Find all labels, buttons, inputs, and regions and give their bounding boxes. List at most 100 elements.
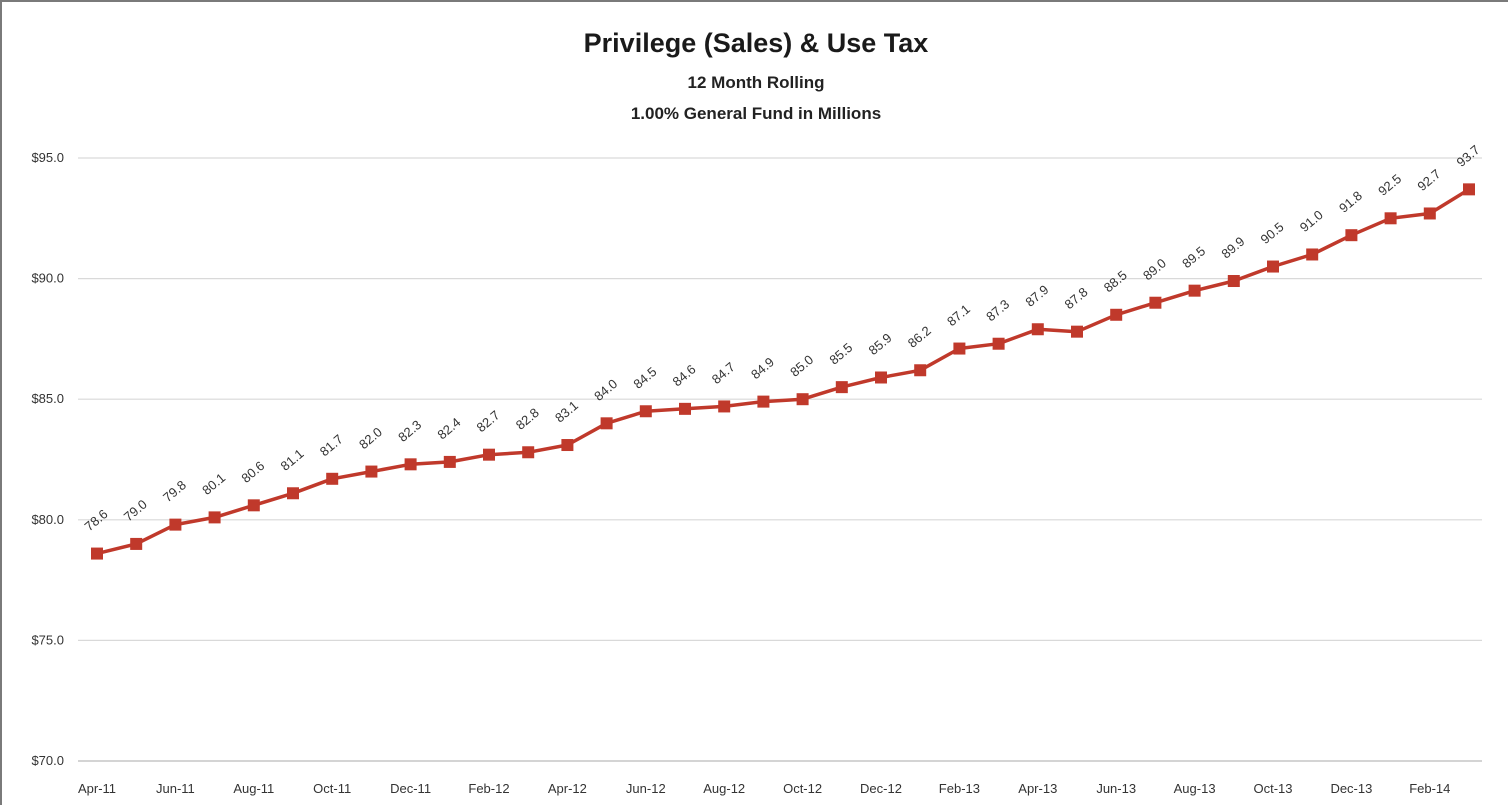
chart-subtitle: 12 Month Rolling: [687, 73, 825, 92]
data-label: 89.9: [1218, 234, 1247, 262]
series-line: [96, 187, 1470, 556]
x-axis-ticks: Apr-11 Jun-11 Aug-11 Oct-11 Dec-11 Feb-12 Apr-…: [78, 781, 1450, 796]
data-point-marker: [91, 547, 103, 560]
data-point-marker: [1110, 308, 1123, 321]
series-markers: [91, 183, 1475, 560]
data-point-marker: [287, 487, 299, 500]
data-point-marker: [1345, 229, 1358, 242]
chart-title: Privilege (Sales) & Use Tax: [583, 28, 929, 58]
data-point-marker: [718, 400, 731, 413]
data-label: 84.5: [630, 364, 659, 392]
data-label: 82.3: [395, 417, 424, 445]
data-label: 84.7: [709, 359, 738, 387]
x-tick-label: Aug-12: [703, 781, 745, 796]
data-label: 93.7: [1454, 142, 1483, 170]
data-point-marker: [757, 395, 770, 408]
data-label: 82.8: [513, 405, 542, 433]
data-point-marker: [953, 342, 966, 355]
x-tick-label: Jun-12: [626, 781, 666, 796]
data-point-marker: [600, 417, 613, 430]
x-tick-label: Jun-13: [1096, 781, 1136, 796]
data-point-marker: [1306, 248, 1319, 261]
data-label: 81.7: [317, 431, 346, 459]
data-label: 85.9: [866, 330, 895, 358]
data-point-marker: [169, 518, 182, 531]
y-tick-label: $80.0: [31, 512, 64, 527]
y-tick-label: $85.0: [31, 391, 64, 406]
data-label: 81.1: [278, 446, 307, 474]
x-tick-label: Oct-13: [1253, 781, 1292, 796]
gridlines: [78, 157, 1482, 762]
y-tick-label: $95.0: [31, 150, 64, 165]
x-tick-label: Apr-11: [78, 781, 116, 796]
y-axis-ticks: $70.0 $75.0 $80.0 $85.0 $90.0 $95.0: [31, 150, 64, 768]
data-point-marker: [443, 455, 456, 468]
data-point-marker: [1267, 260, 1279, 273]
data-labels: 78.6 79.079.8 80.1 80.6 81.181.7 82.0 82.3 82.4…: [82, 142, 1483, 534]
data-point-marker: [1463, 183, 1475, 196]
x-tick-label: Feb-14: [1409, 781, 1450, 796]
data-point-marker: [404, 458, 417, 471]
x-tick-label: Dec-12: [860, 781, 902, 796]
data-point-marker: [326, 472, 339, 485]
data-label: 92.5: [1375, 171, 1404, 199]
x-tick-label: Aug-13: [1174, 781, 1216, 796]
x-tick-label: Oct-11: [313, 781, 351, 796]
data-point-marker: [1227, 275, 1240, 288]
data-label: 82.7: [474, 407, 503, 435]
data-label: 85.0: [787, 352, 816, 380]
data-point-marker: [365, 465, 378, 478]
data-label: 89.5: [1179, 243, 1208, 271]
y-tick-label: $75.0: [31, 632, 64, 647]
x-tick-label: Apr-12: [548, 781, 587, 796]
data-label: 87.3: [983, 296, 1012, 324]
data-label: 83.1: [552, 398, 581, 426]
data-point-marker: [247, 499, 260, 512]
chart-subtitle-units: 1.00% General Fund in Millions: [630, 104, 882, 123]
data-point-marker: [796, 393, 809, 406]
series-line: [96, 187, 1470, 556]
data-label: 84.9: [748, 354, 777, 382]
data-point-marker: [130, 537, 143, 550]
data-label: 82.4: [434, 415, 463, 443]
data-label: 88.5: [1101, 267, 1130, 295]
x-tick-label: Dec-11: [390, 781, 431, 796]
data-label: 91.0: [1297, 207, 1326, 235]
data-point-marker: [522, 446, 535, 459]
data-label: 80.6: [238, 458, 267, 486]
data-point-marker: [914, 364, 927, 377]
x-tick-label: Feb-13: [939, 781, 980, 796]
data-point-marker: [1188, 284, 1201, 297]
x-tick-label: Feb-12: [468, 781, 509, 796]
data-point-marker: [835, 381, 848, 394]
x-tick-label: Oct-12: [783, 781, 822, 796]
data-point-marker: [1031, 323, 1044, 336]
data-point-marker: [208, 511, 221, 524]
data-point-marker: [875, 371, 887, 384]
data-point-marker: [1149, 296, 1162, 309]
y-tick-label: $70.0: [31, 753, 64, 768]
data-label: 91.8: [1336, 188, 1365, 216]
x-tick-label: Aug-11: [233, 781, 274, 796]
data-point-marker: [1384, 212, 1397, 225]
x-tick-label: Jun-11: [156, 781, 195, 796]
data-label: 87.9: [1022, 282, 1051, 310]
data-label: 87.1: [944, 301, 973, 329]
data-label: 87.8: [1062, 284, 1091, 312]
data-label: 82.0: [356, 424, 385, 452]
data-point-marker: [1423, 207, 1436, 220]
data-label: 78.6: [82, 506, 111, 534]
data-point-marker: [639, 405, 652, 418]
data-label: 86.2: [905, 323, 934, 351]
data-label: 90.5: [1258, 219, 1287, 247]
data-point-marker: [561, 439, 574, 452]
data-point-marker: [483, 448, 495, 461]
data-point-marker: [992, 337, 1005, 350]
data-label: 84.6: [670, 362, 699, 390]
data-label: 85.5: [826, 340, 855, 368]
x-tick-label: Dec-13: [1330, 781, 1372, 796]
y-tick-label: $90.0: [31, 271, 64, 286]
data-label: 79.8: [160, 477, 189, 505]
